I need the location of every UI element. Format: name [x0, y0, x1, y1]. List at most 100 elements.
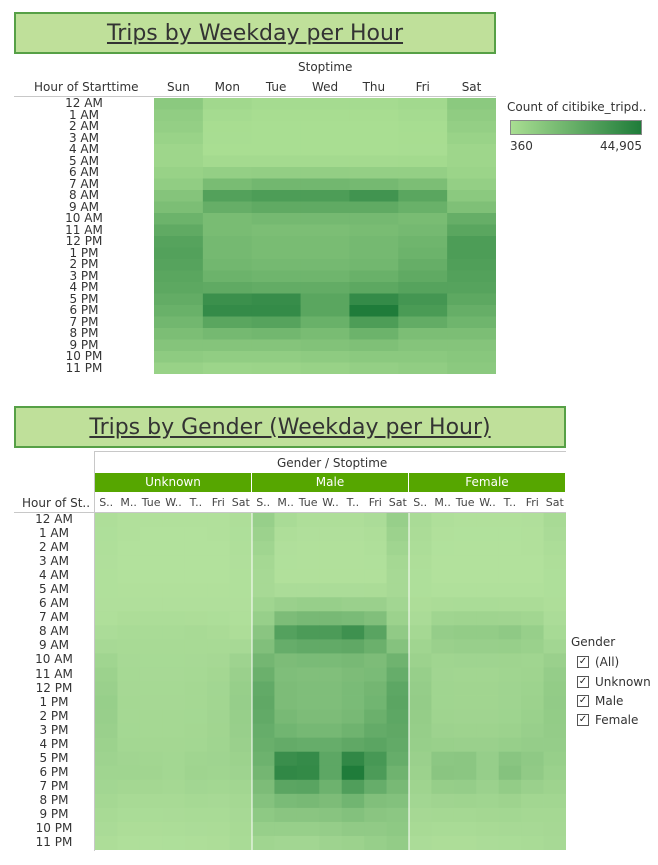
- heatmap-cell[interactable]: [386, 793, 410, 809]
- heatmap-cell[interactable]: [453, 597, 477, 612]
- heatmap-cell[interactable]: [349, 121, 399, 133]
- heatmap-cell[interactable]: [229, 653, 253, 668]
- heatmap-cell[interactable]: [447, 339, 496, 352]
- heatmap-cell[interactable]: [447, 305, 496, 317]
- heatmap-cell[interactable]: [184, 821, 208, 837]
- heatmap-cell[interactable]: [207, 513, 230, 528]
- heatmap-cell[interactable]: [296, 737, 320, 753]
- heatmap-cell[interactable]: [453, 583, 477, 598]
- heatmap-cell[interactable]: [95, 737, 118, 753]
- heatmap-cell[interactable]: [409, 695, 432, 710]
- heatmap-cell[interactable]: [154, 351, 204, 363]
- heatmap-cell[interactable]: [296, 835, 320, 850]
- heatmap-cell[interactable]: [431, 639, 455, 654]
- heatmap-cell[interactable]: [341, 765, 365, 781]
- heatmap-cell[interactable]: [300, 121, 350, 133]
- heatmap-cell[interactable]: [364, 597, 387, 612]
- heatmap-cell[interactable]: [349, 362, 399, 375]
- heatmap-cell[interactable]: [453, 667, 477, 682]
- heatmap-cell[interactable]: [453, 681, 477, 696]
- heatmap-cell[interactable]: [453, 737, 477, 753]
- heatmap-cell[interactable]: [447, 328, 496, 340]
- heatmap-cell[interactable]: [207, 555, 230, 570]
- heatmap-cell[interactable]: [154, 190, 204, 202]
- heatmap-cell[interactable]: [409, 639, 432, 654]
- heatmap-cell[interactable]: [300, 201, 350, 214]
- heatmap-cell[interactable]: [409, 821, 432, 837]
- heatmap-cell[interactable]: [229, 751, 253, 767]
- heatmap-cell[interactable]: [162, 779, 186, 795]
- heatmap-cell[interactable]: [341, 779, 365, 795]
- heatmap-cell[interactable]: [386, 737, 410, 753]
- heatmap-cell[interactable]: [447, 270, 496, 283]
- heatmap-cell[interactable]: [476, 681, 500, 696]
- heatmap-cell[interactable]: [498, 765, 522, 781]
- heatmap-cell[interactable]: [364, 723, 387, 739]
- heatmap-cell[interactable]: [95, 681, 118, 696]
- heatmap-cell[interactable]: [364, 611, 387, 626]
- heatmap-cell[interactable]: [229, 625, 253, 640]
- heatmap-cell[interactable]: [154, 213, 204, 225]
- heatmap-cell[interactable]: [386, 611, 410, 626]
- heatmap-cell[interactable]: [251, 201, 302, 214]
- heatmap-cell[interactable]: [202, 247, 253, 260]
- heatmap-cell[interactable]: [251, 178, 302, 191]
- heatmap-cell[interactable]: [521, 513, 544, 528]
- heatmap-cell[interactable]: [476, 583, 500, 598]
- heatmap-cell[interactable]: [543, 793, 566, 809]
- heatmap-cell[interactable]: [476, 527, 500, 542]
- heatmap-cell[interactable]: [252, 569, 275, 584]
- heatmap-cell[interactable]: [117, 835, 141, 850]
- heatmap-cell[interactable]: [162, 639, 186, 654]
- heatmap-cell[interactable]: [296, 695, 320, 710]
- heatmap-cell[interactable]: [207, 695, 230, 710]
- filter-option-all[interactable]: ✓ (All): [577, 655, 619, 669]
- heatmap-cell[interactable]: [349, 167, 399, 179]
- heatmap-cell[interactable]: [251, 293, 302, 306]
- heatmap-cell[interactable]: [117, 793, 141, 809]
- heatmap-cell[interactable]: [521, 751, 544, 767]
- heatmap-cell[interactable]: [117, 541, 141, 556]
- heatmap-cell[interactable]: [349, 293, 399, 306]
- heatmap-cell[interactable]: [453, 709, 477, 725]
- heatmap-cell[interactable]: [453, 555, 477, 570]
- heatmap-cell[interactable]: [386, 709, 410, 725]
- filter-option-female[interactable]: ✓ Female: [577, 713, 638, 727]
- heatmap-cell[interactable]: [319, 737, 343, 753]
- heatmap-cell[interactable]: [341, 835, 365, 850]
- heatmap-cell[interactable]: [251, 190, 302, 202]
- heatmap-cell[interactable]: [543, 611, 566, 626]
- heatmap-cell[interactable]: [476, 555, 500, 570]
- heatmap-cell[interactable]: [162, 695, 186, 710]
- heatmap-cell[interactable]: [229, 541, 253, 556]
- heatmap-cell[interactable]: [202, 282, 253, 294]
- heatmap-cell[interactable]: [319, 653, 343, 668]
- heatmap-cell[interactable]: [431, 625, 455, 640]
- heatmap-cell[interactable]: [349, 282, 399, 294]
- heatmap-cell[interactable]: [498, 667, 522, 682]
- heatmap-cell[interactable]: [319, 555, 343, 570]
- heatmap-cell[interactable]: [386, 653, 410, 668]
- heatmap-cell[interactable]: [341, 737, 365, 753]
- heatmap-cell[interactable]: [543, 541, 566, 556]
- heatmap-cell[interactable]: [95, 793, 118, 809]
- heatmap-cell[interactable]: [447, 167, 496, 179]
- heatmap-cell[interactable]: [184, 513, 208, 528]
- heatmap-cell[interactable]: [521, 541, 544, 556]
- heatmap-cell[interactable]: [95, 807, 118, 823]
- heatmap-cell[interactable]: [274, 583, 298, 598]
- heatmap-cell[interactable]: [162, 527, 186, 542]
- heatmap-cell[interactable]: [296, 527, 320, 542]
- heatmap-cell[interactable]: [386, 779, 410, 795]
- heatmap-cell[interactable]: [319, 625, 343, 640]
- heatmap-cell[interactable]: [453, 751, 477, 767]
- heatmap-cell[interactable]: [521, 821, 544, 837]
- heatmap-cell[interactable]: [364, 639, 387, 654]
- heatmap-cell[interactable]: [398, 293, 448, 306]
- heatmap-cell[interactable]: [95, 625, 118, 640]
- heatmap-cell[interactable]: [162, 835, 186, 850]
- heatmap-cell[interactable]: [341, 625, 365, 640]
- heatmap-cell[interactable]: [447, 293, 496, 306]
- heatmap-cell[interactable]: [117, 681, 141, 696]
- heatmap-cell[interactable]: [300, 293, 350, 306]
